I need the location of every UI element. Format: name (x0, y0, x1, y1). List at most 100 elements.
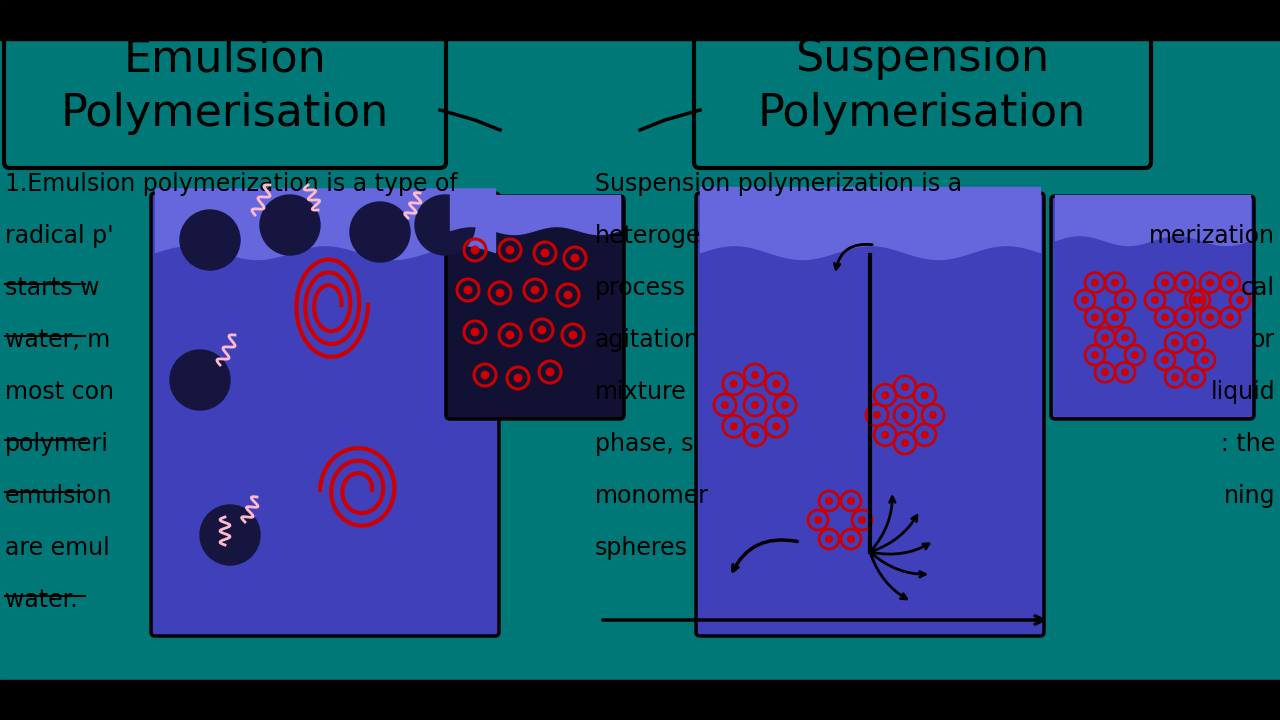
FancyBboxPatch shape (445, 196, 625, 419)
Text: monomer: monomer (595, 484, 709, 508)
Circle shape (1111, 313, 1119, 321)
Circle shape (920, 391, 929, 399)
Circle shape (170, 350, 230, 410)
Circle shape (1161, 279, 1169, 287)
Circle shape (200, 505, 260, 565)
Circle shape (901, 411, 909, 419)
Circle shape (858, 516, 867, 524)
Circle shape (506, 246, 515, 254)
Circle shape (721, 401, 730, 409)
Text: spheres: spheres (595, 536, 689, 560)
Circle shape (563, 290, 572, 300)
Circle shape (751, 401, 759, 409)
Circle shape (471, 328, 480, 336)
Text: emulsion: emulsion (5, 484, 113, 508)
Circle shape (1236, 296, 1244, 304)
Circle shape (1206, 313, 1213, 321)
Circle shape (495, 289, 504, 297)
Text: Suspension polymerization is a: Suspension polymerization is a (595, 172, 963, 196)
Circle shape (751, 371, 759, 379)
Circle shape (1190, 374, 1199, 382)
Circle shape (513, 374, 522, 382)
FancyBboxPatch shape (4, 4, 445, 168)
Circle shape (781, 401, 788, 409)
Text: water.: water. (5, 588, 78, 612)
Text: : the: : the (1221, 432, 1275, 456)
Circle shape (1132, 351, 1139, 359)
Text: starts w: starts w (5, 276, 100, 300)
Bar (0, 680, 1280, 720)
FancyBboxPatch shape (1051, 196, 1254, 419)
Circle shape (568, 330, 577, 340)
Circle shape (1181, 279, 1189, 287)
Circle shape (814, 516, 822, 524)
Circle shape (873, 411, 881, 419)
Text: merization: merization (1149, 224, 1275, 248)
Circle shape (920, 431, 929, 438)
Text: water, m: water, m (5, 328, 110, 352)
Circle shape (1091, 279, 1100, 287)
Circle shape (881, 431, 890, 438)
Text: process: process (595, 276, 686, 300)
Circle shape (1091, 351, 1100, 359)
Circle shape (730, 422, 737, 431)
Circle shape (415, 195, 475, 255)
Circle shape (1226, 313, 1234, 321)
Circle shape (847, 535, 855, 543)
Circle shape (463, 286, 472, 294)
Circle shape (826, 497, 833, 505)
Circle shape (1171, 338, 1179, 346)
Text: cal: cal (1242, 276, 1275, 300)
Text: heteroge: heteroge (595, 224, 701, 248)
Circle shape (480, 371, 489, 379)
Text: liquid: liquid (1211, 380, 1275, 404)
Circle shape (506, 330, 515, 340)
Circle shape (530, 286, 539, 294)
Circle shape (1101, 333, 1108, 342)
Circle shape (1111, 279, 1119, 287)
Text: mixture: mixture (595, 380, 687, 404)
Circle shape (540, 248, 549, 258)
Circle shape (1161, 356, 1169, 364)
Text: phase, s: phase, s (595, 432, 694, 456)
Circle shape (1206, 279, 1213, 287)
Text: agitation: agitation (595, 328, 700, 352)
Text: radical p': radical p' (5, 224, 114, 248)
Text: most con: most con (5, 380, 114, 404)
Circle shape (1171, 374, 1179, 382)
Text: polymeri: polymeri (5, 432, 109, 456)
Circle shape (545, 367, 554, 377)
Text: are emul: are emul (5, 536, 110, 560)
Circle shape (1181, 313, 1189, 321)
Circle shape (847, 497, 855, 505)
Circle shape (1121, 369, 1129, 377)
Circle shape (1121, 296, 1129, 304)
Circle shape (1151, 296, 1158, 304)
FancyBboxPatch shape (696, 193, 1044, 636)
Text: Suspension
Polymerisation: Suspension Polymerisation (758, 37, 1087, 135)
Circle shape (751, 431, 759, 439)
Circle shape (1226, 279, 1234, 287)
Text: ning: ning (1224, 484, 1275, 508)
Circle shape (1201, 356, 1210, 364)
Circle shape (1091, 313, 1100, 321)
Text: or: or (1251, 328, 1275, 352)
Text: Emulsion
Polymerisation: Emulsion Polymerisation (61, 37, 389, 135)
Circle shape (826, 535, 833, 543)
Circle shape (929, 411, 937, 419)
Circle shape (180, 210, 241, 270)
Circle shape (1190, 296, 1199, 304)
Circle shape (1190, 338, 1199, 346)
FancyBboxPatch shape (151, 193, 499, 636)
Circle shape (260, 195, 320, 255)
Circle shape (471, 246, 480, 254)
Circle shape (772, 422, 781, 431)
Text: 1.Emulsion polymerization is a type of: 1.Emulsion polymerization is a type of (5, 172, 458, 196)
Circle shape (1121, 333, 1129, 342)
Circle shape (571, 253, 580, 263)
Circle shape (1161, 313, 1169, 321)
Circle shape (1101, 369, 1108, 377)
Circle shape (772, 379, 781, 388)
Circle shape (901, 383, 909, 391)
Circle shape (538, 325, 547, 335)
